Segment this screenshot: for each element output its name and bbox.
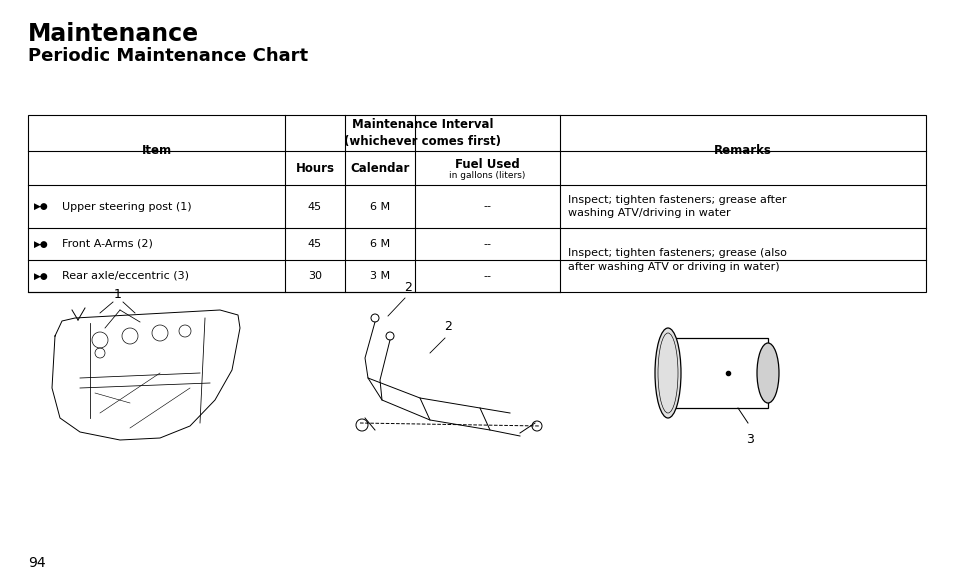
Text: Rear axle/eccentric (3): Rear axle/eccentric (3) <box>62 271 189 281</box>
Text: Inspect; tighten fasteners; grease after
washing ATV/driving in water: Inspect; tighten fasteners; grease after… <box>567 195 785 218</box>
Text: 6 M: 6 M <box>370 202 390 212</box>
Text: 2: 2 <box>404 281 412 294</box>
Text: Calendar: Calendar <box>350 162 409 175</box>
Text: 30: 30 <box>308 271 322 281</box>
Text: --: -- <box>483 271 491 281</box>
Text: Maintenance: Maintenance <box>28 22 199 46</box>
Bar <box>667 338 767 408</box>
Text: 2: 2 <box>443 320 452 333</box>
Text: --: -- <box>483 202 491 212</box>
Text: Maintenance Interval
(whichever comes first): Maintenance Interval (whichever comes fi… <box>344 118 500 148</box>
Text: 45: 45 <box>308 239 322 249</box>
Bar <box>28 115 925 292</box>
Text: ▶●: ▶● <box>34 202 49 211</box>
Text: 3 M: 3 M <box>370 271 390 281</box>
Text: Remarks: Remarks <box>713 143 771 156</box>
Text: 6 M: 6 M <box>370 239 390 249</box>
Text: ▶●: ▶● <box>34 239 49 249</box>
Text: Upper steering post (1): Upper steering post (1) <box>62 202 192 212</box>
Text: Hours: Hours <box>295 162 335 175</box>
Text: 45: 45 <box>308 202 322 212</box>
Text: 1: 1 <box>114 288 122 301</box>
Text: 94: 94 <box>28 556 46 570</box>
Text: --: -- <box>483 239 491 249</box>
Text: 3: 3 <box>745 433 753 446</box>
Ellipse shape <box>757 343 779 403</box>
Text: Front A-Arms (2): Front A-Arms (2) <box>62 239 152 249</box>
Text: Fuel Used: Fuel Used <box>455 158 519 171</box>
Text: in gallons (liters): in gallons (liters) <box>449 171 525 179</box>
Ellipse shape <box>655 328 680 418</box>
Text: Inspect; tighten fasteners; grease (also
after washing ATV or driving in water): Inspect; tighten fasteners; grease (also… <box>567 248 786 272</box>
Text: Item: Item <box>141 143 172 156</box>
Text: ▶●: ▶● <box>34 272 49 280</box>
Text: Periodic Maintenance Chart: Periodic Maintenance Chart <box>28 47 308 65</box>
